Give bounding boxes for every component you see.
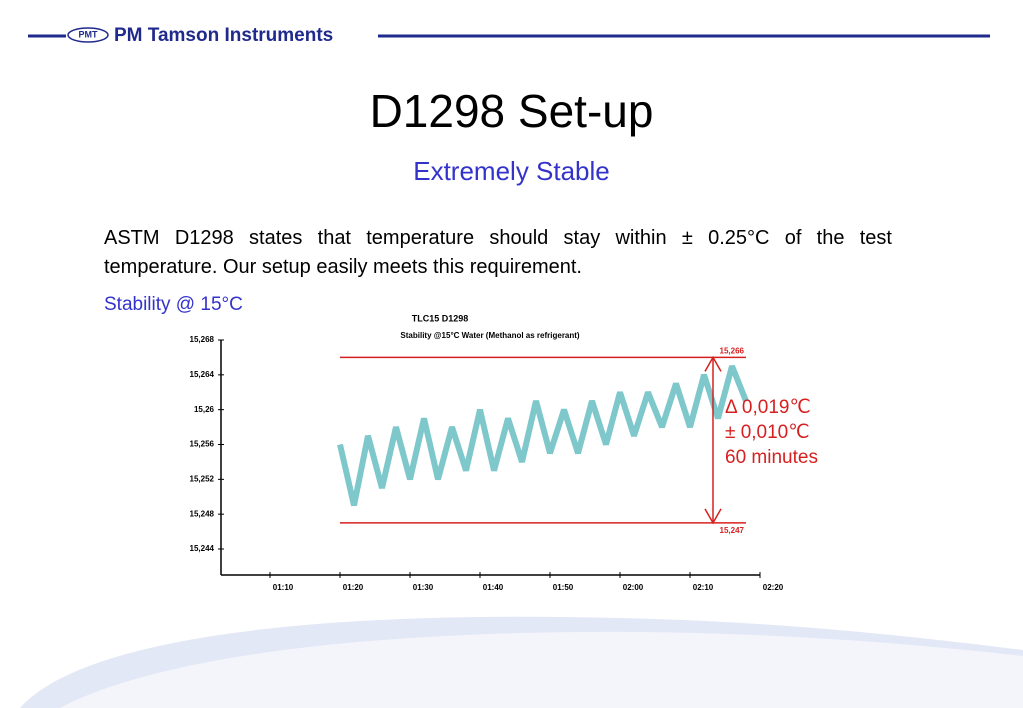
y-tick-label: 15,264 — [190, 370, 215, 379]
range-note: Δ 0,019℃ — [725, 397, 811, 418]
limit-label: 15,266 — [720, 347, 745, 356]
brand: PM Tamson Instruments — [114, 25, 333, 46]
x-tick-label: 02:20 — [763, 583, 784, 592]
x-tick-label: 01:30 — [413, 583, 434, 592]
y-tick-label: 15,26 — [194, 405, 215, 414]
title: D1298 Set-up — [369, 85, 654, 137]
y-tick-label: 15,244 — [190, 544, 215, 553]
x-tick-label: 01:20 — [343, 583, 364, 592]
y-tick-label: 15,252 — [190, 474, 215, 483]
x-tick-label: 02:00 — [623, 583, 644, 592]
caption: Stability @ 15°C — [104, 294, 243, 315]
x-tick-label: 02:10 — [693, 583, 714, 592]
range-note: 60 minutes — [725, 447, 818, 468]
swoosh — [60, 631, 1023, 708]
chart-title: TLC15 D1298 — [412, 313, 469, 323]
logo-oval — [67, 27, 109, 43]
y-tick-label: 15,268 — [190, 335, 215, 344]
arrow-head — [704, 355, 722, 525]
chart-subtitle: Stability @15°C Water (Methanol as refri… — [400, 331, 580, 340]
data-line — [337, 365, 749, 507]
body-text: ASTM D1298 states that temperature shoul… — [104, 227, 892, 278]
range-note: ± 0,010℃ — [725, 422, 810, 443]
y-tick-label: 15,248 — [190, 509, 215, 518]
limit-label: 15,247 — [720, 526, 745, 535]
subtitle: Extremely Stable — [413, 156, 610, 186]
logo: PMT — [79, 29, 99, 39]
y-tick-label: 15,256 — [190, 440, 215, 449]
x-tick-label: 01:10 — [273, 583, 294, 592]
x-tick-label: 01:40 — [483, 583, 504, 592]
x-tick-label: 01:50 — [553, 583, 574, 592]
